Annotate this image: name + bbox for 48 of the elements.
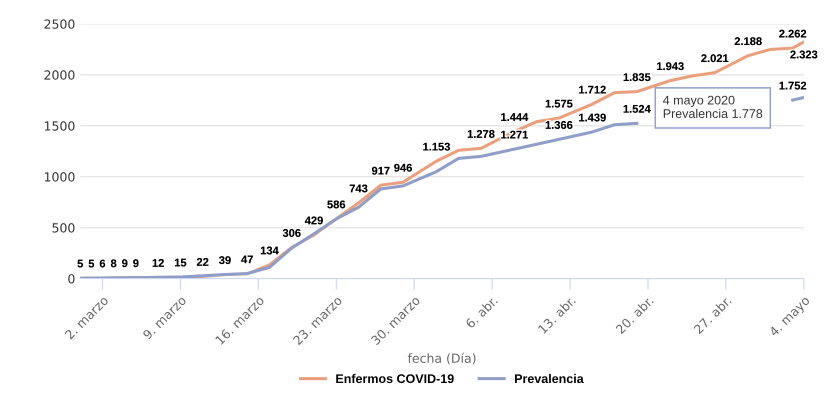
data-label: 1.835: [624, 73, 650, 82]
data-label: 12: [152, 258, 164, 267]
data-label: 22: [196, 258, 208, 266]
x-tick-label: 27. abr.: [693, 296, 732, 334]
data-label: 1.366: [546, 121, 572, 129]
x-tick-label: 20. abr.: [615, 296, 654, 334]
data-label: 306: [282, 229, 301, 237]
data-label: 47: [241, 256, 253, 264]
data-label: 6: [100, 260, 106, 268]
y-tick-label: 500: [52, 223, 75, 233]
x-tick-label: 6. abr.: [464, 296, 498, 329]
y-tick-label: 1500: [44, 121, 75, 131]
data-label: 2.188: [734, 37, 762, 46]
data-label: 743: [350, 184, 368, 192]
data-label: 134: [260, 246, 279, 254]
data-label: 9: [122, 259, 128, 268]
data-label: 586: [327, 200, 346, 208]
data-label: 1.439: [579, 114, 606, 122]
x-tick-label: 13. abr.: [538, 296, 576, 334]
y-tick-label: 0: [68, 274, 75, 284]
data-label: 1.752: [780, 82, 806, 90]
legend-label: Enfermos COVID-19: [336, 374, 454, 384]
data-label: 1.524: [624, 104, 651, 113]
data-label: 5: [88, 260, 94, 268]
data-label: 1.943: [657, 62, 684, 70]
data-label: 917: [372, 166, 390, 175]
annotation: 4 mayo 2020 Prevalencia 1.778: [663, 96, 762, 118]
data-label: 1.278: [468, 130, 495, 138]
y-tick-label: 1000: [44, 172, 75, 182]
data-label: 39: [219, 256, 231, 264]
data-label: 1.575: [546, 100, 573, 108]
data-label: 1.271: [501, 130, 528, 138]
y-tick-label: 2500: [44, 19, 75, 29]
data-label: 2.262: [779, 30, 806, 38]
data-label: 15: [174, 258, 186, 267]
data-label: 9: [133, 259, 139, 268]
data-label: 2.323: [790, 50, 818, 58]
data-label: 429: [304, 216, 323, 224]
data-label: 2.021: [701, 54, 728, 62]
y-tick-label: 2000: [44, 70, 75, 80]
x-axis-title: fecha (Día): [408, 352, 476, 364]
data-label: 1.153: [423, 142, 450, 151]
data-label: 1.444: [501, 113, 528, 121]
data-label: 5: [77, 260, 83, 268]
data-label: 1.712: [579, 86, 606, 94]
data-label: 8: [110, 259, 116, 268]
legend-label: Prevalencia: [515, 374, 584, 384]
data-label: 946: [394, 164, 412, 172]
